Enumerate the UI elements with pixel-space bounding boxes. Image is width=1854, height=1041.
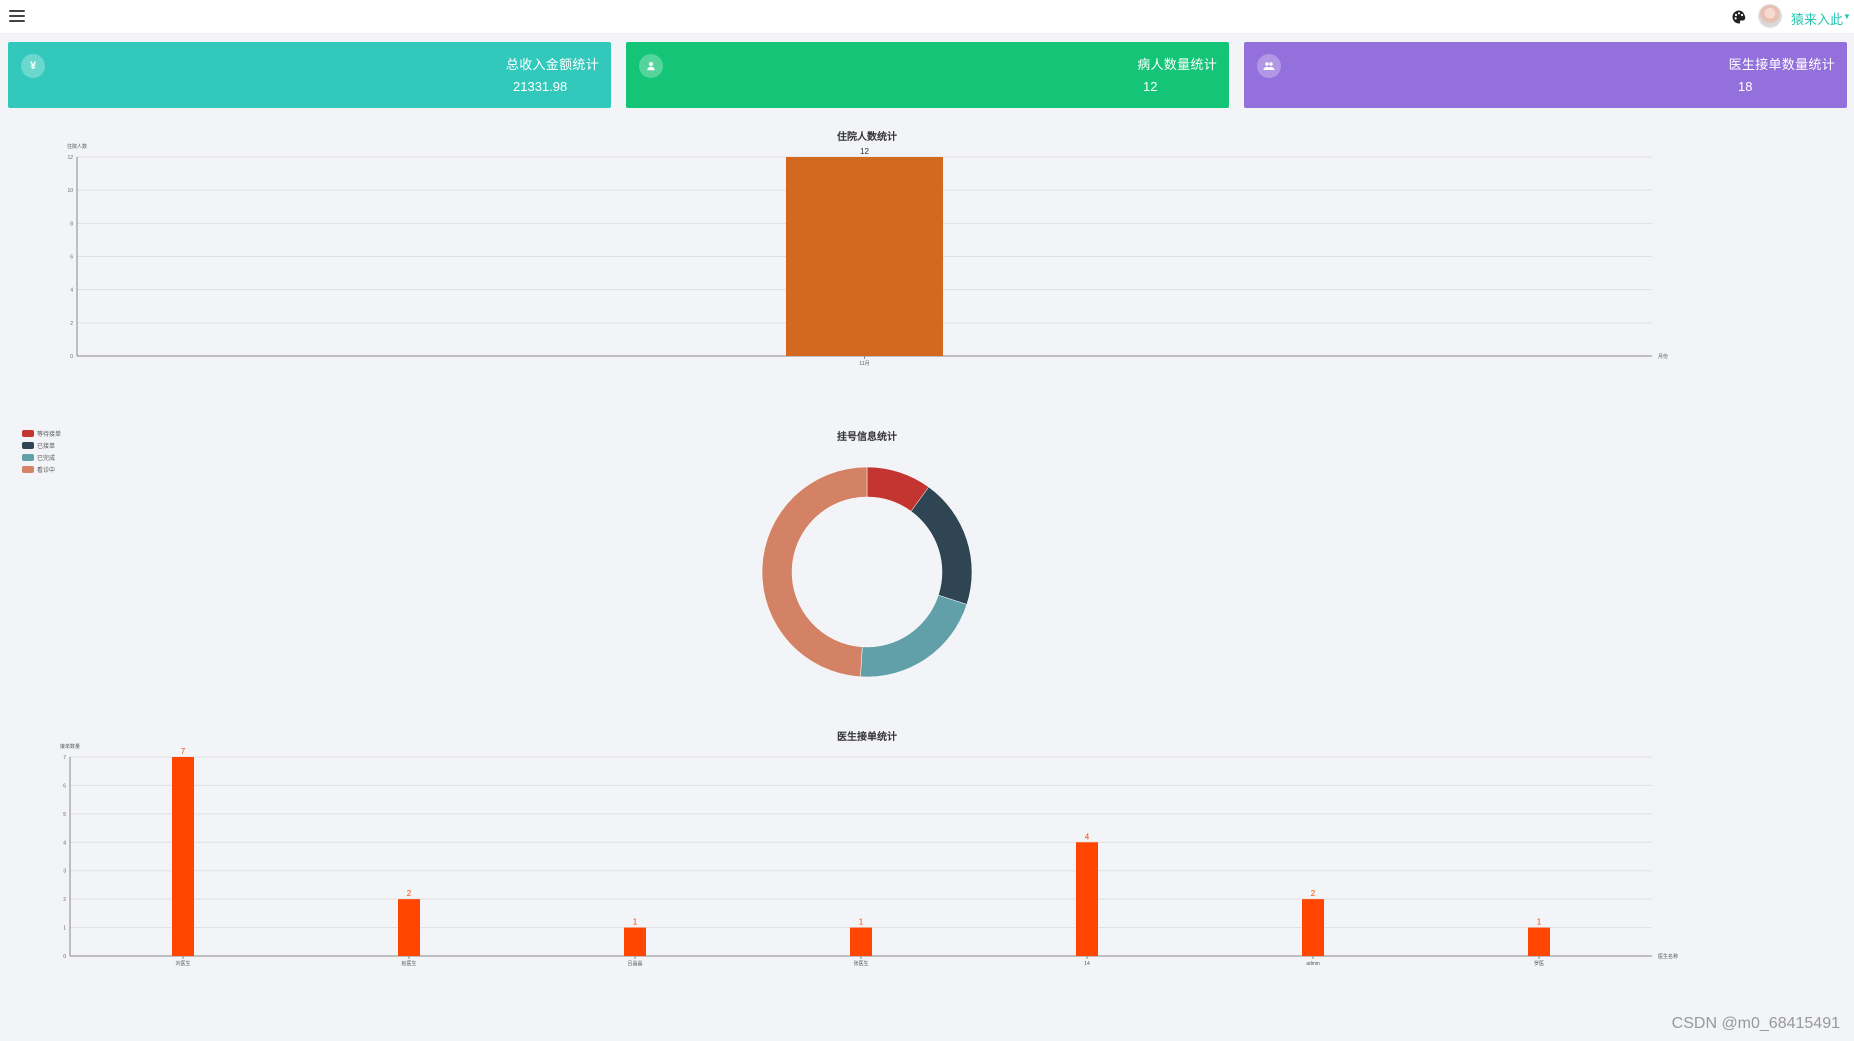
y-tick-label: 3 (63, 869, 66, 875)
bar-value-label: 1 (1537, 918, 1542, 927)
y-tick-label: 8 (70, 221, 73, 227)
pie-legend: 等待接单 已接单 已完成 看诊中 (22, 427, 61, 475)
legend-swatch (22, 429, 34, 437)
stat-card-title: 总收入金额统计 (505, 57, 599, 72)
watermark-text: CSDN @m0_68415491 (1671, 1015, 1840, 1032)
chevron-down-icon[interactable]: ▼ (1843, 12, 1851, 21)
stat-card-title: 医生接单数量统计 (1728, 57, 1835, 72)
palette-icon[interactable] (1730, 8, 1748, 26)
bar (1528, 927, 1550, 956)
legend-item-in-consultation[interactable]: 看诊中 (22, 463, 61, 475)
yen-icon: ¥ (21, 54, 45, 78)
group-icon (1257, 54, 1281, 78)
y-tick-label: 4 (63, 840, 66, 846)
y-axis-label: 接单数量 (60, 743, 80, 750)
x-tick-label: 11月 (859, 361, 869, 367)
inpatient-chart-title: 住院人数统计 (837, 132, 897, 143)
hamburger-menu-icon[interactable] (9, 10, 25, 24)
bar (786, 157, 943, 356)
bar-value-label: 1 (633, 918, 638, 927)
legend-swatch (22, 441, 34, 449)
user-name-dropdown[interactable]: 猿来入此 (1791, 12, 1844, 27)
legend-swatch (22, 465, 34, 473)
x-tick-label: 赵医生 (401, 960, 416, 967)
bar (850, 927, 872, 956)
legend-label: 等待接单 (37, 431, 62, 438)
x-axis-label: 月份 (1658, 353, 1668, 360)
y-axis-label: 住院人数 (67, 143, 87, 150)
stat-card-total-income: ¥ 总收入金额统计 21331.98 (8, 42, 611, 108)
x-tick-label: admin (1306, 961, 1320, 967)
bar (172, 757, 194, 956)
stat-card-value: 12 (1143, 79, 1158, 94)
y-tick-label: 2 (63, 897, 66, 903)
donut-slice (860, 594, 968, 678)
x-axis-label: 医生名称 (1658, 953, 1678, 960)
legend-item-waiting[interactable]: 等待接单 (22, 427, 61, 439)
y-tick-label: 4 (70, 288, 73, 294)
y-tick-label: 10 (67, 188, 73, 194)
bar-value-label: 7 (181, 747, 186, 756)
legend-swatch (22, 453, 34, 461)
y-tick-label: 7 (63, 755, 66, 761)
bar (1302, 899, 1324, 956)
donut-slice (761, 466, 868, 678)
stat-card-title: 病人数量统计 (1137, 57, 1217, 72)
bar (1076, 842, 1098, 956)
y-tick-label: 6 (63, 783, 66, 789)
x-tick-label: 张医生 (853, 960, 868, 967)
person-icon (639, 54, 663, 78)
legend-label: 已完成 (37, 455, 56, 462)
registration-chart-title: 挂号信息统计 (837, 432, 897, 443)
donut-slice (910, 486, 973, 605)
legend-label: 看诊中 (37, 467, 56, 474)
stat-card-value: 18 (1738, 79, 1753, 94)
bar (398, 899, 420, 956)
user-avatar[interactable] (1758, 4, 1782, 28)
y-tick-label: 6 (70, 255, 73, 261)
bar-value-label: 2 (1311, 889, 1316, 898)
legend-item-accepted[interactable]: 已接单 (22, 439, 61, 451)
y-tick-label: 12 (67, 155, 73, 161)
x-tick-label: 吕晶晶 (627, 961, 642, 967)
bar-value-label: 4 (1085, 832, 1090, 841)
x-tick-label: 14 (1084, 961, 1090, 967)
doctor-orders-chart-title: 医生接单统计 (837, 732, 897, 743)
y-tick-label: 1 (63, 926, 66, 932)
x-tick-label: 罗医 (1534, 961, 1544, 967)
y-tick-label: 0 (70, 354, 73, 360)
bar (624, 927, 646, 956)
top-navbar: 猿来入此 ▼ (0, 0, 1854, 34)
bar-value-label: 12 (860, 147, 869, 156)
x-tick-label: 刘医生 (175, 960, 190, 967)
bar-value-label: 2 (407, 889, 412, 898)
bar-value-label: 1 (859, 918, 864, 927)
legend-label: 已接单 (37, 443, 56, 450)
stat-card-doctor-orders: 医生接单数量统计 18 (1244, 42, 1847, 108)
stat-card-patient-count: 病人数量统计 12 (626, 42, 1229, 108)
stat-card-value: 21331.98 (513, 79, 568, 94)
legend-item-completed[interactable]: 已完成 (22, 451, 61, 463)
y-tick-label: 5 (63, 812, 66, 818)
y-tick-label: 0 (63, 954, 66, 960)
y-tick-label: 2 (70, 321, 73, 327)
registration-donut-chart (761, 466, 973, 678)
